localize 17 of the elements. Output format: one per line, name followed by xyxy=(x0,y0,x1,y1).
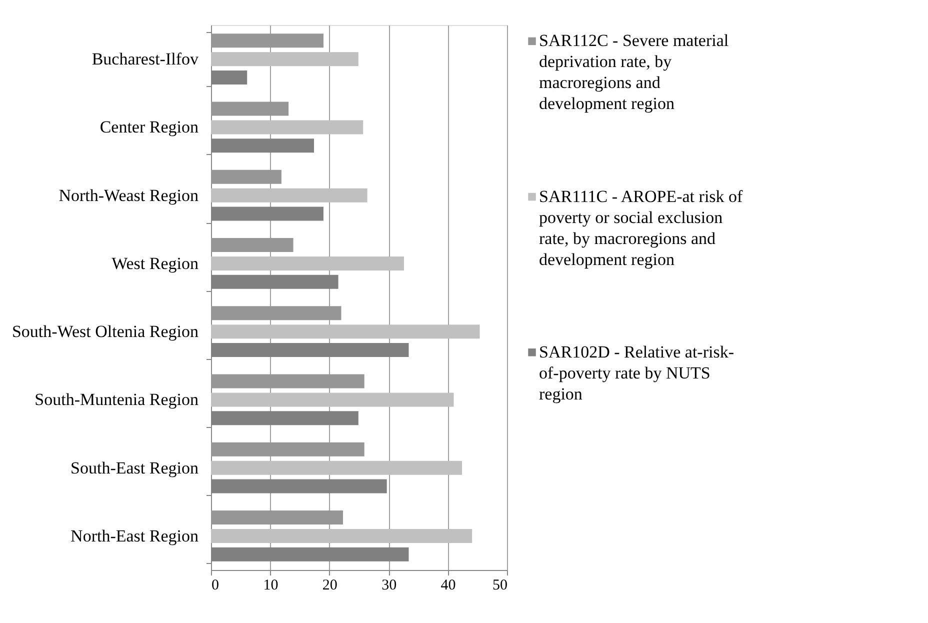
y-tick-label: Bucharest-Ilfov xyxy=(92,50,199,69)
x-tick-label: 50 xyxy=(492,578,508,594)
x-tick-label: 40 xyxy=(440,578,456,594)
y-tick-label: Center Region xyxy=(100,118,199,137)
y-tick-label: South-Muntenia Region xyxy=(34,390,199,410)
y-tick-label: South-West Oltenia Region xyxy=(12,322,199,342)
x-tick-label: 30 xyxy=(382,578,397,594)
legend-label: SAR102D - Relative at-risk-of-poverty rate by NUTS region xyxy=(539,342,734,404)
x-tick-label: 20 xyxy=(322,578,338,594)
y-tick-label: South-East Region xyxy=(70,458,199,478)
x-tick-label: 0 xyxy=(212,578,219,594)
legend-label: SAR112C - Severe material deprivation rate, by macroregions and development region xyxy=(539,31,729,114)
y-tick-label: North-East Region xyxy=(70,526,199,546)
x-tick-label: 10 xyxy=(263,578,278,594)
legend-label: SAR111C - AROPE-at risk of poverty or social exclusion rate, by macroregions and development region xyxy=(539,186,744,269)
y-tick-label: North-Weast Region xyxy=(58,186,199,205)
y-tick-label: West Region xyxy=(112,254,199,273)
